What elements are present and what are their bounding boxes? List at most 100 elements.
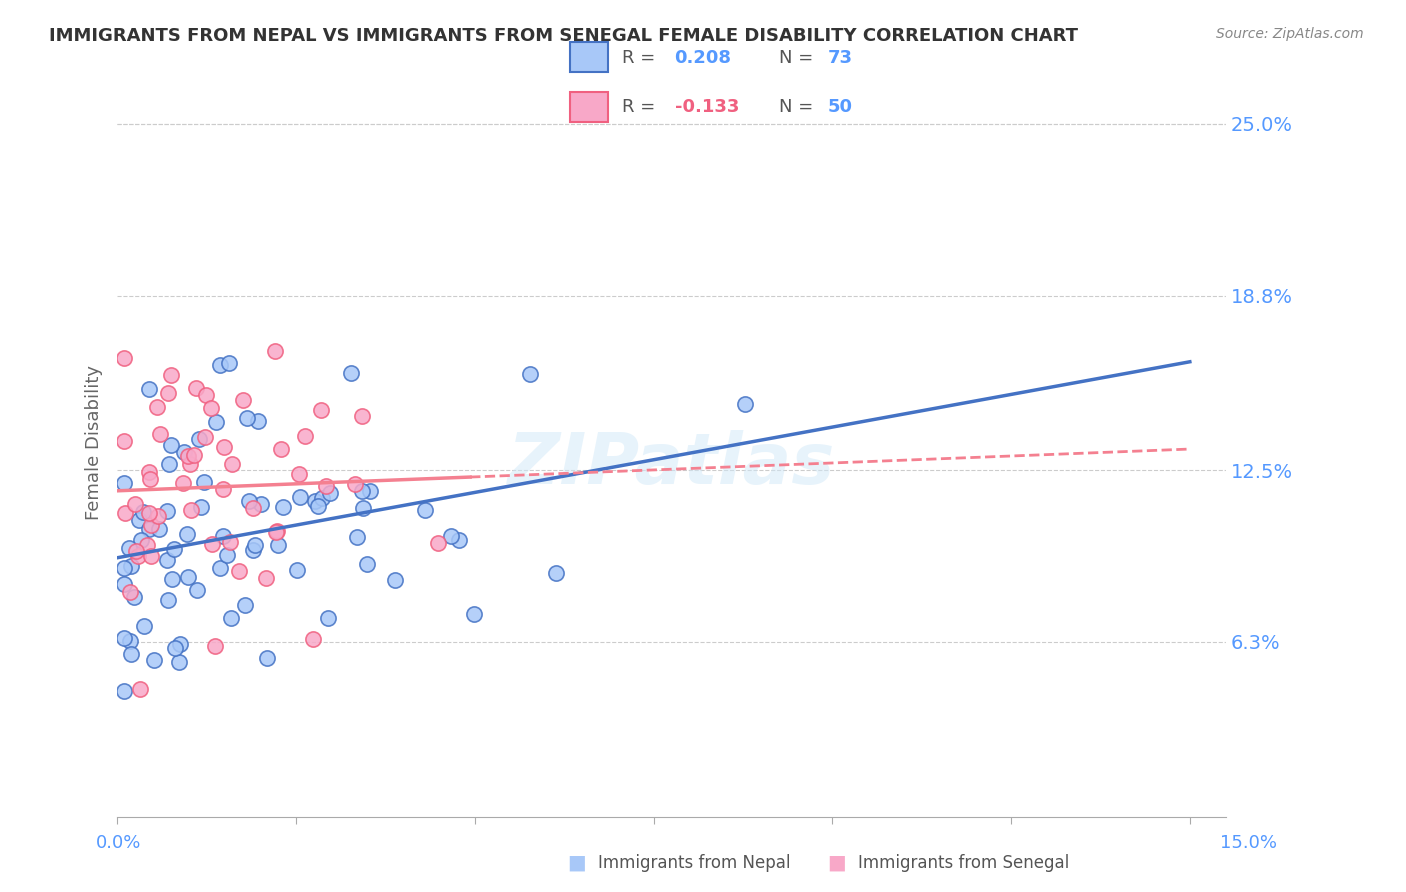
Point	[219, 534, 242, 549]
Point	[304, 493, 326, 508]
Point	[208, 358, 231, 372]
Point	[162, 542, 184, 557]
Point	[212, 440, 235, 454]
Point	[350, 409, 373, 423]
Point	[193, 475, 215, 489]
Point	[138, 466, 160, 480]
Point	[219, 611, 242, 625]
FancyBboxPatch shape	[571, 92, 607, 122]
Point	[209, 561, 232, 575]
Point	[112, 576, 135, 591]
Point	[315, 479, 337, 493]
Point	[118, 541, 141, 555]
Point	[139, 549, 162, 564]
Text: IMMIGRANTS FROM NEPAL VS IMMIGRANTS FROM SENEGAL FEMALE DISABILITY CORRELATION C: IMMIGRANTS FROM NEPAL VS IMMIGRANTS FROM…	[49, 27, 1078, 45]
Text: Immigrants from Nepal: Immigrants from Nepal	[598, 855, 790, 872]
Point	[352, 500, 374, 515]
Point	[120, 584, 142, 599]
Text: ▪: ▪	[827, 849, 846, 878]
Point	[183, 448, 205, 462]
Point	[112, 351, 135, 366]
Point	[211, 528, 233, 542]
Point	[734, 397, 756, 411]
Point	[120, 647, 142, 661]
Point	[236, 410, 259, 425]
Point	[266, 538, 288, 552]
Point	[242, 500, 264, 515]
Point	[173, 475, 195, 490]
Point	[187, 433, 209, 447]
Point	[160, 437, 183, 451]
Point	[146, 400, 169, 414]
Point	[112, 475, 135, 490]
Point	[215, 548, 238, 562]
Point	[287, 467, 309, 481]
Point	[384, 573, 406, 587]
Point	[173, 444, 195, 458]
Point	[221, 458, 243, 472]
Point	[294, 429, 316, 443]
Text: 73: 73	[827, 49, 852, 67]
Point	[238, 493, 260, 508]
Text: 50: 50	[827, 98, 852, 116]
Point	[112, 684, 135, 698]
Point	[124, 497, 146, 511]
Point	[204, 639, 226, 653]
Point	[544, 566, 567, 580]
Point	[179, 457, 201, 471]
Text: R =: R =	[623, 98, 661, 116]
Point	[270, 442, 292, 456]
Y-axis label: Female Disability: Female Disability	[86, 365, 103, 520]
Text: N =: N =	[779, 49, 818, 67]
Point	[149, 427, 172, 442]
Point	[256, 571, 278, 585]
Point	[205, 415, 228, 429]
Point	[160, 368, 183, 382]
Text: ZIPatlas: ZIPatlas	[508, 431, 835, 500]
Text: Immigrants from Senegal: Immigrants from Senegal	[858, 855, 1069, 872]
Point	[124, 591, 146, 605]
Point	[155, 552, 177, 566]
Point	[120, 559, 142, 574]
Text: -0.133: -0.133	[675, 98, 740, 116]
Point	[128, 513, 150, 527]
Point	[177, 570, 200, 584]
Point	[176, 449, 198, 463]
Point	[176, 526, 198, 541]
FancyBboxPatch shape	[571, 42, 607, 72]
Point	[264, 525, 287, 540]
Point	[233, 598, 256, 612]
Point	[243, 538, 266, 552]
Point	[271, 500, 294, 514]
Point	[156, 504, 179, 518]
Point	[148, 508, 170, 523]
Point	[194, 388, 217, 402]
Point	[463, 607, 485, 621]
Point	[319, 486, 342, 500]
Point	[242, 542, 264, 557]
Point	[344, 476, 367, 491]
Point	[169, 637, 191, 651]
Point	[340, 366, 363, 380]
Point	[135, 538, 157, 552]
Point	[112, 632, 135, 646]
Point	[163, 640, 186, 655]
Point	[142, 653, 165, 667]
Point	[249, 497, 271, 511]
Point	[413, 503, 436, 517]
Point	[112, 560, 135, 574]
Point	[256, 650, 278, 665]
Point	[138, 522, 160, 536]
Point	[427, 536, 450, 550]
Point	[285, 563, 308, 577]
Text: 0.0%: 0.0%	[96, 834, 141, 852]
Point	[132, 505, 155, 519]
Point	[266, 524, 288, 538]
Text: 0.208: 0.208	[675, 49, 731, 67]
Point	[309, 403, 332, 417]
Point	[138, 506, 160, 520]
Text: 15.0%: 15.0%	[1219, 834, 1277, 852]
Point	[139, 472, 162, 486]
Point	[132, 619, 155, 633]
Point	[148, 523, 170, 537]
